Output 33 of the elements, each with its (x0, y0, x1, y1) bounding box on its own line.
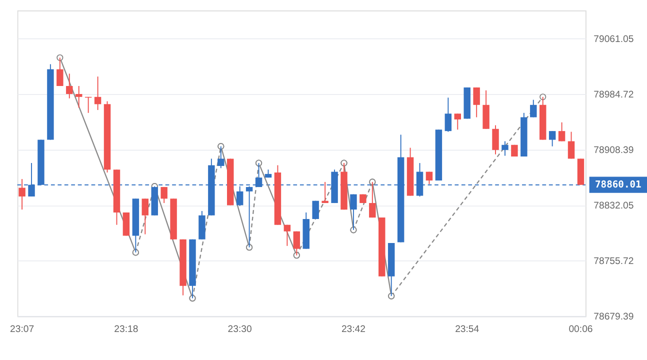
candlestick (94, 76, 102, 110)
candlestick (473, 86, 480, 118)
candlestick (568, 131, 575, 160)
x-tick-label: 00:06 (568, 324, 593, 335)
y-tick-label: 78984.72 (594, 90, 634, 101)
x-tick-label: 23:18 (114, 324, 138, 335)
candlestick (198, 210, 206, 240)
y-tick-label: 79061.05 (594, 34, 634, 46)
candlestick (530, 99, 537, 118)
x-tick-label: 23:42 (341, 324, 366, 335)
candlestick (426, 171, 433, 185)
candlestick (18, 178, 26, 210)
candlestick (142, 198, 149, 235)
candlestick (492, 124, 499, 155)
y-tick-label: 78755.72 (594, 256, 634, 268)
x-tick-label: 23:54 (455, 324, 480, 335)
candlestick (160, 186, 168, 204)
candlestick (322, 181, 328, 204)
candlestick (66, 73, 73, 99)
y-tick-label: 78832.05 (594, 200, 634, 212)
candlestick (502, 140, 508, 156)
candlestick (284, 224, 291, 246)
x-tick-label: 23:07 (10, 324, 34, 335)
y-tick-label: 78908.39 (594, 145, 634, 156)
candlestick (444, 97, 452, 132)
candlestick (482, 90, 490, 130)
candlestick (75, 86, 82, 108)
candlestick (454, 113, 461, 130)
candlestick (548, 130, 556, 147)
y-tick-label: 78679.39 (594, 311, 634, 322)
x-tick-label: 23:30 (228, 324, 252, 335)
ref-line-label: 78860.01 (595, 180, 642, 191)
candlestick (558, 122, 566, 142)
